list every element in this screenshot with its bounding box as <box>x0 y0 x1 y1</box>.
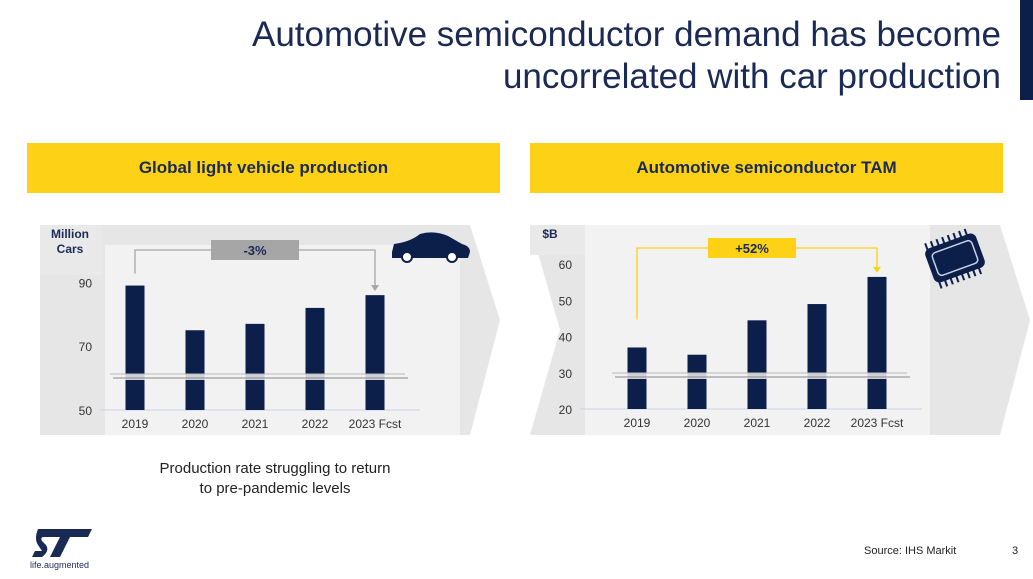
bar-2020 <box>687 354 707 409</box>
arrowhead <box>371 285 379 292</box>
left-chart-header: Global light vehicle production <box>27 143 500 193</box>
bar-2023-fcst <box>365 295 385 410</box>
unit-label-box <box>530 225 585 255</box>
st-logo <box>32 529 92 557</box>
x-tick-label: 2021 <box>744 416 771 430</box>
corner-accent <box>1020 0 1033 100</box>
x-tick-label: 2022 <box>804 416 831 430</box>
x-tick-label: 2023 Fcst <box>349 417 402 431</box>
axis-break-band <box>110 374 405 380</box>
y-axis-label: $B <box>542 227 558 241</box>
y-tick-label: 40 <box>559 331 573 345</box>
unit-label-box <box>40 225 102 275</box>
right-chart-header: Automotive semiconductor TAM <box>530 143 1003 193</box>
bar-2020 <box>185 330 205 410</box>
bar-2021 <box>747 320 767 409</box>
x-tick-label: 2023 Fcst <box>851 416 904 430</box>
x-tick-label: 2021 <box>242 417 269 431</box>
axis-break-band <box>612 373 907 379</box>
logo-tagline: life.augmented <box>30 560 90 570</box>
growth-label: +52% <box>735 241 769 256</box>
growth-label: -3% <box>243 243 267 258</box>
bar-2023-fcst <box>867 276 887 409</box>
arrowhead <box>873 266 881 273</box>
page-number: 3 <box>1012 545 1019 557</box>
caption-line-1: Production rate struggling to return <box>159 460 391 477</box>
plot-panel <box>105 245 460 435</box>
x-tick-label: 2019 <box>122 417 149 431</box>
growth-label-box <box>211 240 299 260</box>
y-tick-label: 50 <box>559 294 573 308</box>
page-title: Automotive semiconductor demand has beco… <box>252 14 1001 98</box>
y-tick-label: 30 <box>559 367 573 381</box>
y-tick-label: 50 <box>79 404 93 418</box>
bar-2022 <box>305 307 325 410</box>
title-line-1: Automotive semiconductor demand has beco… <box>251 15 1001 54</box>
y-tick-label: 60 <box>559 258 573 272</box>
bar-2019 <box>125 285 145 410</box>
x-tick-label: 2019 <box>624 416 651 430</box>
y-axis-label: Million <box>51 227 89 241</box>
y-axis-label: Cars <box>57 242 84 256</box>
x-tick-label: 2020 <box>182 417 209 431</box>
chip-icon <box>924 228 985 289</box>
semiconductor-tam-chart: $B 20 30 40 50 60 2019 2020 2021 2022 2023 Fcst +52… <box>530 225 1030 435</box>
bar-2021 <box>245 323 265 410</box>
x-tick-label: 2022 <box>302 417 329 431</box>
x-tick-label: 2020 <box>684 416 711 430</box>
caption-line-2: to pre-pandemic levels <box>199 480 351 497</box>
title-line-2: uncorrelated with car production <box>502 57 1001 96</box>
y-tick-label: 70 <box>79 340 93 354</box>
car-icon <box>392 232 470 263</box>
bar-2022 <box>807 304 827 409</box>
source-note: Source: IHS Markit <box>864 545 957 557</box>
growth-label-box <box>708 238 796 258</box>
chart-caption: Production rate struggling to return to … <box>120 459 430 499</box>
y-tick-label: 90 <box>79 276 93 290</box>
y-tick-label: 20 <box>559 403 573 417</box>
